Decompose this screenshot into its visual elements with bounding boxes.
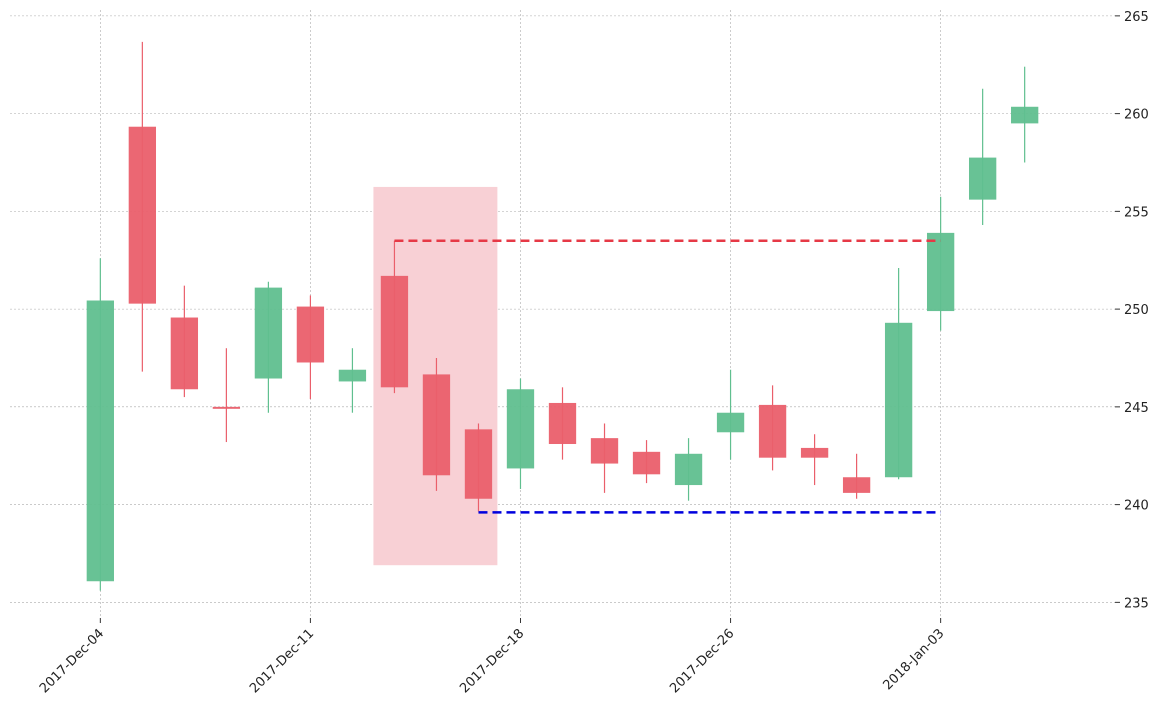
candle-body: [842, 477, 871, 493]
x-tick-label: 2017-Dec-26: [667, 626, 737, 696]
candle-body: [926, 232, 955, 312]
x-tick-label: 2018-Jan-03: [880, 626, 947, 693]
candle-body: [128, 126, 157, 304]
candle-body: [380, 275, 409, 388]
candle-body: [422, 374, 451, 476]
candle-body: [86, 300, 114, 582]
y-tick-label: 245: [1124, 401, 1149, 416]
y-tick-label: 255: [1124, 205, 1149, 220]
candle-body: [464, 429, 493, 499]
candle-body: [632, 451, 661, 475]
y-tick-label: 260: [1124, 108, 1149, 123]
candle-body: [1011, 106, 1039, 124]
candle-body: [884, 322, 913, 478]
candle-body: [296, 306, 325, 363]
candle-body: [338, 369, 367, 382]
candle-body: [968, 157, 997, 200]
y-tick-label: 235: [1124, 596, 1149, 611]
candle-body: [800, 447, 829, 458]
candle-body: [506, 389, 535, 469]
x-tick-label: 2017-Dec-18: [457, 626, 527, 696]
candle-body: [212, 406, 241, 409]
candle-body: [170, 317, 199, 390]
candle-body: [590, 438, 619, 464]
candle-body: [758, 404, 787, 458]
y-tick-label: 250: [1124, 303, 1149, 318]
x-tick-label: 2017-Dec-04: [37, 626, 107, 696]
candle-body: [254, 287, 283, 379]
candle-body: [674, 453, 703, 486]
y-tick-label: 265: [1124, 10, 1149, 25]
candle-body: [548, 402, 577, 445]
y-tick-label: 240: [1124, 499, 1149, 514]
candle-body: [716, 412, 745, 433]
x-tick-label: 2017-Dec-11: [247, 626, 317, 696]
